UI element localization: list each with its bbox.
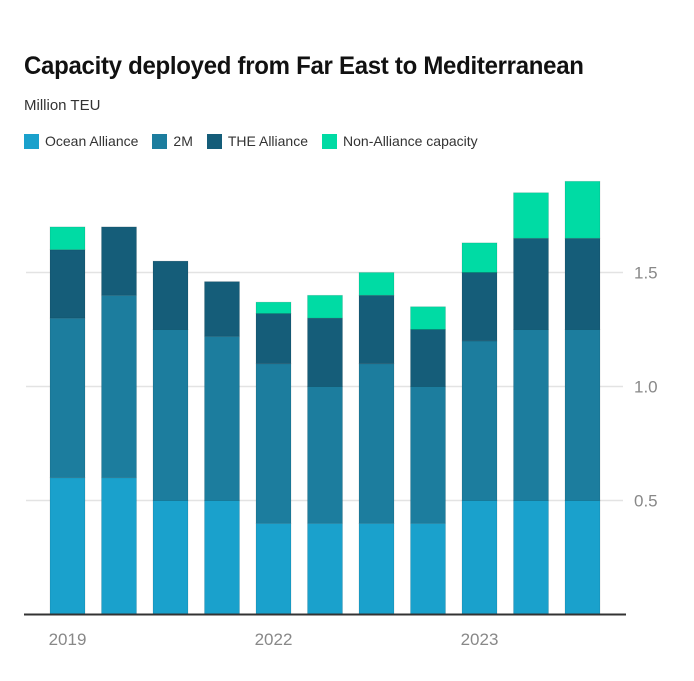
bar-segment-ocean-alliance[interactable] bbox=[152, 500, 189, 615]
bar-segment-non-alliance-capacity[interactable] bbox=[49, 226, 86, 251]
x-tick-label: 2022 bbox=[255, 630, 293, 649]
axes: 2019 2022 2023 bbox=[24, 613, 626, 649]
chart-subtitle: Million TEU bbox=[24, 97, 101, 114]
bar-segment-non-alliance-capacity[interactable] bbox=[461, 242, 498, 273]
x-tick-label: 2023 bbox=[461, 630, 499, 649]
bar-segment-the-alliance[interactable] bbox=[564, 237, 601, 330]
bar-segment-the-alliance[interactable] bbox=[461, 272, 498, 342]
legend-label-ocean-alliance: Ocean Alliance bbox=[45, 133, 139, 149]
bar-segment-the-alliance[interactable] bbox=[101, 226, 137, 296]
bar-segment-2m[interactable] bbox=[461, 340, 498, 501]
y-tick-label: 0.5 bbox=[634, 492, 658, 511]
bar-segment-the-alliance[interactable] bbox=[410, 329, 446, 387]
bar-stack bbox=[564, 180, 601, 615]
bar-segment-the-alliance[interactable] bbox=[152, 260, 189, 330]
bar-segment-2m[interactable] bbox=[204, 335, 240, 501]
bar-segment-ocean-alliance[interactable] bbox=[358, 522, 395, 615]
legend-item-2m[interactable]: 2M bbox=[152, 133, 193, 149]
bar-segment-2m[interactable] bbox=[513, 329, 549, 501]
legend-swatch-ocean-alliance bbox=[24, 133, 39, 149]
bar-stack bbox=[307, 294, 343, 615]
y-tick-label: 1.0 bbox=[634, 378, 658, 397]
bar-segment-non-alliance-capacity[interactable] bbox=[410, 306, 446, 330]
legend-label-the-alliance: THE Alliance bbox=[227, 133, 309, 149]
bar-stack bbox=[358, 272, 395, 615]
bar-stack bbox=[204, 281, 240, 615]
x-tick-label: 2019 bbox=[49, 630, 87, 649]
legend-item-ocean-alliance[interactable]: Ocean Alliance bbox=[24, 133, 138, 149]
bar-segment-non-alliance-capacity[interactable] bbox=[564, 180, 601, 239]
bar-segment-2m[interactable] bbox=[101, 294, 137, 479]
bar-segment-the-alliance[interactable] bbox=[255, 313, 292, 365]
bar-stack bbox=[410, 306, 446, 615]
bar-segment-2m[interactable] bbox=[564, 329, 601, 501]
y-tick-label: 1.5 bbox=[634, 264, 658, 283]
bar-segment-ocean-alliance[interactable] bbox=[410, 522, 446, 615]
bar-segment-non-alliance-capacity[interactable] bbox=[513, 192, 549, 239]
bar-segment-ocean-alliance[interactable] bbox=[307, 522, 343, 615]
legend-item-non-alliance[interactable]: Non-Alliance capacity bbox=[322, 133, 478, 149]
bar-segment-the-alliance[interactable] bbox=[49, 249, 86, 319]
bar-segment-the-alliance[interactable] bbox=[307, 317, 343, 387]
bar-segment-2m[interactable] bbox=[358, 363, 395, 524]
bar-segment-non-alliance-capacity[interactable] bbox=[255, 301, 292, 314]
bar-segment-ocean-alliance[interactable] bbox=[513, 500, 549, 615]
bar-stack bbox=[101, 226, 137, 615]
legend-label-2m: 2M bbox=[173, 133, 193, 149]
bar-segment-2m[interactable] bbox=[255, 363, 292, 524]
bar-segment-non-alliance-capacity[interactable] bbox=[307, 294, 343, 319]
bar-stack bbox=[461, 242, 498, 615]
chart-title: Capacity deployed from Far East to Medit… bbox=[24, 52, 584, 80]
bars bbox=[49, 180, 601, 615]
bar-segment-2m[interactable] bbox=[410, 386, 446, 524]
bar-segment-ocean-alliance[interactable] bbox=[564, 500, 601, 615]
bar-stack bbox=[49, 226, 86, 615]
legend-swatch-the-alliance bbox=[206, 133, 222, 149]
bar-segment-2m[interactable] bbox=[307, 386, 343, 524]
bar-segment-the-alliance[interactable] bbox=[513, 237, 549, 330]
bar-segment-2m[interactable] bbox=[49, 317, 86, 479]
bar-stack bbox=[513, 192, 549, 615]
bar-stack bbox=[255, 301, 292, 615]
bar-segment-2m[interactable] bbox=[152, 329, 189, 501]
bar-segment-non-alliance-capacity[interactable] bbox=[358, 272, 395, 296]
bar-segment-the-alliance[interactable] bbox=[204, 281, 240, 337]
legend-swatch-non-alliance bbox=[322, 133, 338, 149]
bar-segment-ocean-alliance[interactable] bbox=[255, 522, 292, 615]
legend: Ocean Alliance 2M THE Alliance Non-Allia… bbox=[24, 133, 492, 149]
bar-segment-ocean-alliance[interactable] bbox=[204, 500, 240, 615]
bar-segment-ocean-alliance[interactable] bbox=[49, 477, 86, 615]
bar-stack bbox=[152, 260, 189, 615]
bar-segment-the-alliance[interactable] bbox=[358, 294, 395, 365]
bar-segment-ocean-alliance[interactable] bbox=[101, 477, 137, 615]
bar-segment-ocean-alliance[interactable] bbox=[461, 500, 498, 615]
legend-swatch-2m bbox=[152, 133, 168, 149]
legend-label-non-alliance: Non-Alliance capacity bbox=[343, 133, 478, 149]
legend-item-the-alliance[interactable]: THE Alliance bbox=[206, 133, 309, 149]
